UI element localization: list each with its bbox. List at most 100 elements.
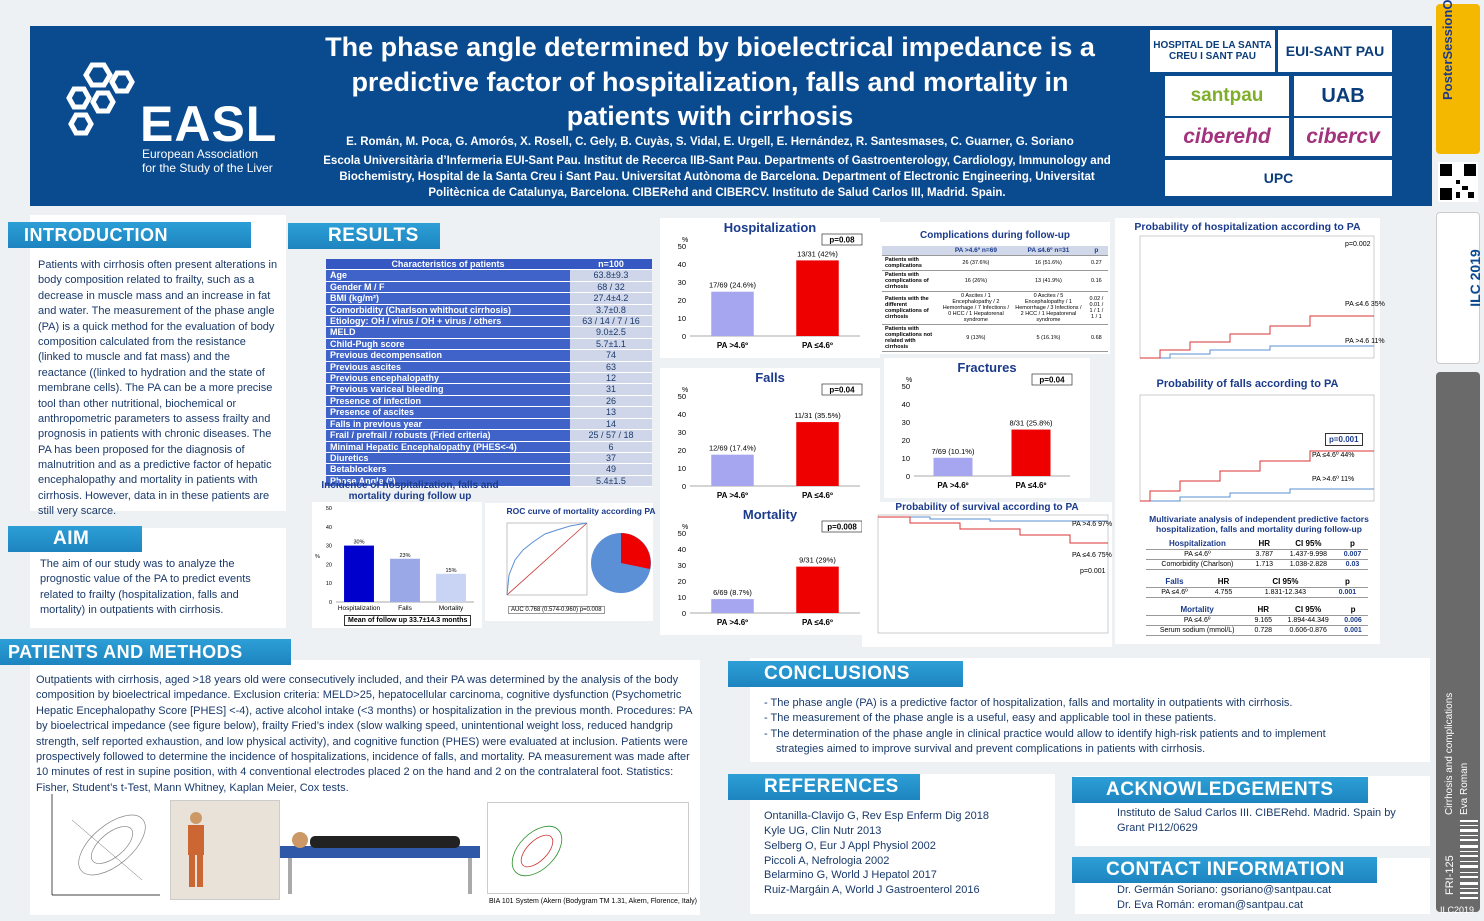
bar-label: 30%	[353, 540, 364, 546]
table-row: Previous encephalopathy 12	[326, 372, 652, 385]
complications-cell: 9 (13%)	[939, 324, 1013, 352]
row-value: 63	[569, 361, 652, 374]
multivariate-cell: 1.713	[1248, 559, 1280, 570]
bar-label: 7/69 (10.1%)	[932, 447, 975, 456]
incidence-chart: 0 10 20 30 40 50% 30% Hospitalization 23% Falls 15…	[315, 506, 474, 612]
multivariate-col: p	[1326, 576, 1368, 588]
multivariate-row: PA ≤4.6º 9.165 1.894-44.349 0.006	[1146, 615, 1368, 626]
complications-cell: 0.68	[1084, 324, 1108, 352]
logo-uab: UAB	[1294, 76, 1392, 116]
roc-auc: AUC 0.768 (0.574-0.960) p=0.008	[508, 606, 605, 614]
category-label: Mortality	[439, 605, 464, 612]
ilc-logo-text: ILC 2019	[1466, 249, 1483, 307]
strip-poster-id: FRI-125	[1444, 855, 1456, 895]
bar-label: 12/69 (17.4%)	[709, 444, 757, 453]
characteristics-table: Characteristics of patients n=100 Age 63.8…	[326, 259, 652, 488]
patient-measurement-photo	[280, 832, 480, 894]
km-hosp-legend-2: PA >4.6 11%	[1345, 338, 1385, 345]
table-row: Falls in previous year 14	[326, 418, 652, 431]
barcode-icon	[1460, 820, 1478, 899]
list-item-text: Kyle UG, Clin Nutr 2013	[764, 824, 882, 837]
y-tick-label: 10	[678, 464, 686, 473]
km-falls-title: Probability of falls according to PA	[1156, 378, 1339, 390]
multivariate-cell: PA ≤4.6º	[1146, 549, 1249, 560]
table-header-cell: Characteristics of patients	[326, 259, 570, 271]
bar-label: 11/31 (35.5%)	[794, 411, 841, 420]
category-label: Hospitalization	[338, 605, 381, 612]
qr-code-icon[interactable]	[1438, 162, 1478, 202]
row-value: 74	[569, 349, 652, 362]
row-value: 12	[569, 372, 652, 385]
list-item: Piccoli A, Nefrologia 2002	[764, 854, 1044, 869]
y-tick-label: 30	[326, 544, 332, 550]
multivariate-col: p	[1338, 604, 1368, 616]
y-tick-label: 50	[326, 506, 332, 512]
contact-heading: CONTACT INFORMATION	[1072, 857, 1377, 883]
multivariate-cell: 4.755	[1202, 587, 1245, 598]
complications-header-row: PA >4.6º n=69 PA ≤4.6º n=31 p	[882, 246, 1108, 256]
list-item-text: The phase angle (PA) is a predictive fac…	[770, 697, 1293, 709]
logo-santpau: santpau	[1165, 76, 1289, 116]
complications-title: Complications during follow-up	[920, 230, 1070, 241]
y-tick-label: 0	[329, 600, 332, 606]
multivariate-cell: 1.894-44.349	[1278, 615, 1339, 626]
multivariate-cell: 0.001	[1326, 587, 1368, 598]
row-value: 63 / 14 / 7 / 16	[569, 315, 652, 328]
contact-list: Dr. Germán Soriano: gsoriano@santpau.cat…	[1117, 883, 1407, 914]
easl-subtitle-1: European Association	[142, 147, 259, 161]
multivariate-cell: 1.038-2.828	[1279, 559, 1337, 570]
affiliations: Escola Universitària d’Infermeria EUI-Sa…	[323, 155, 1111, 200]
bar-label: 13/31 (42%)	[797, 249, 838, 258]
roc-pie	[591, 533, 651, 593]
bar-label: 8/31 (25.8%)	[1010, 419, 1053, 428]
multivariate-table-mortality: Mortality HR CI 95% p PA ≤4.6º 9.165 1.894-44.…	[1146, 604, 1368, 636]
multivariate-row: Serum sodium (mmol/L) 0.728 0.606-0.876 0.0…	[1146, 625, 1368, 636]
list-item-text: Belarmino G, World J Hepatol 2017	[764, 869, 937, 882]
row-value: 13	[569, 406, 652, 419]
complications-cell: Patients with complications of cirrhosis	[882, 270, 940, 292]
row-label: Gender M / F	[326, 281, 570, 294]
row-label: Minimal Hepatic Encephalopathy (PHES<-4)	[326, 441, 570, 453]
p-value-box: p=0.04	[1031, 373, 1073, 386]
p-value: p=0.04	[1039, 376, 1065, 385]
bar	[711, 454, 754, 486]
multivariate-cell: 1.831-12.343	[1244, 587, 1327, 598]
multivariate-cell: Serum sodium (mmol/L)	[1146, 625, 1249, 636]
multivariate-cell: 0.006	[1338, 615, 1368, 626]
y-tick-label: 20	[678, 446, 686, 455]
km-falls-pvalue: p=0.001	[1325, 433, 1363, 446]
methods-heading: PATIENTS AND METHODS	[0, 639, 291, 665]
y-tick-label: 30	[678, 561, 686, 570]
row-value: 26	[569, 395, 652, 408]
aim-text: The aim of our study was to analyze the …	[40, 558, 251, 617]
row-value: 6	[569, 441, 652, 453]
km-hosp-pvalue: p=0.002	[1345, 241, 1371, 248]
bar-label: 23%	[399, 553, 410, 559]
y-unit: %	[315, 554, 320, 560]
list-item-text: Dr. Germán Soriano: gsoriano@santpau.cat	[1117, 884, 1332, 896]
falls-chart: Falls% p=0.04 0 10 20 30 40 50 12/69 (17.4%) PA >…	[678, 370, 863, 500]
results-heading: RESULTS	[288, 223, 440, 249]
multivariate-title: Multivariate analysis of independent pre…	[1149, 514, 1369, 534]
bia-software-screenshot	[487, 802, 689, 894]
km-hosp-plot	[1139, 235, 1375, 359]
multivariate-table-falls: Falls HR CI 95% p PA ≤4.6º 4.755 1.831-12.343 0…	[1146, 576, 1368, 598]
references-heading: REFERENCES	[728, 774, 920, 800]
y-tick-label: 20	[902, 436, 910, 445]
references-list: Ontanilla-Clavijo G, Rev Esp Enferm Dig …	[764, 809, 1044, 898]
strip-author: Eva Roman	[1459, 762, 1470, 815]
intro-text: Patients with cirrhosis often present al…	[38, 259, 278, 518]
poster-session-online-tab[interactable]	[1436, 4, 1480, 154]
multivariate-block-name: Falls	[1146, 576, 1203, 588]
y-unit: %	[682, 387, 688, 394]
complications-header-cell: PA >4.6º n=69	[939, 246, 1013, 256]
multivariate-cell: 0.03	[1336, 559, 1368, 570]
hospitalization-chart: Hospitalization% p=0.08 0 10 20 30 40 50 17/69 (…	[678, 220, 863, 350]
y-tick-label: 0	[682, 609, 686, 618]
table-row: Previous ascites 63	[326, 361, 652, 374]
y-tick-label: 10	[326, 581, 332, 587]
chart-title: Hospitalization	[724, 220, 817, 235]
bar	[933, 457, 973, 476]
strip-topic: Cirrhosis and complications	[1444, 692, 1455, 815]
category-label: PA >4.6º	[937, 481, 968, 490]
